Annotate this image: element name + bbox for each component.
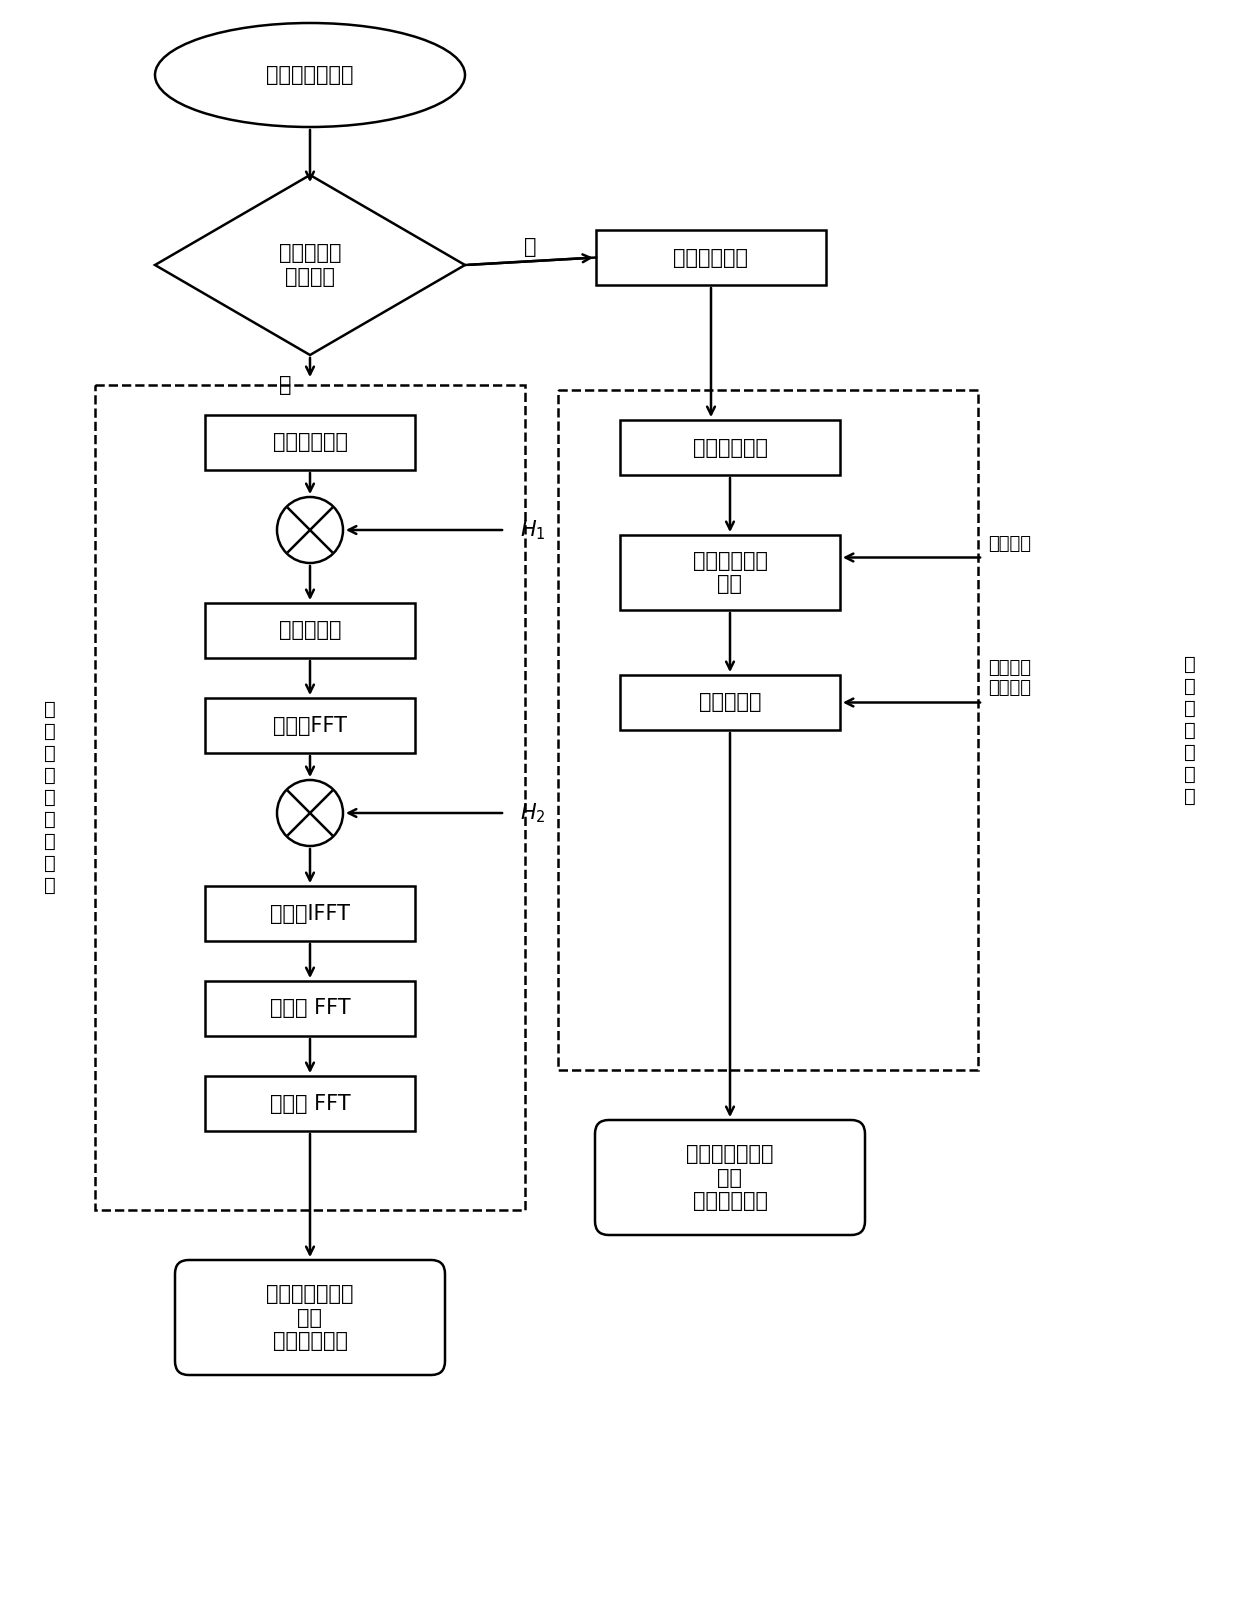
Bar [620,535,839,610]
Text: 定标因子: 定标因子 [988,535,1030,553]
Bar [205,698,415,753]
Text: 数据存储下传: 数据存储下传 [673,247,749,268]
Bar [620,674,839,731]
Text: 星
下
高
分
辨
处
理: 星 下 高 分 辨 处 理 [1184,655,1195,806]
Text: 方位向 FFT: 方位向 FFT [269,998,351,1019]
Polygon shape [155,175,465,356]
Text: 条带后向散射
系数: 条带后向散射 系数 [692,551,768,594]
Bar [95,384,525,1210]
Circle shape [277,497,343,562]
Text: 条带空间
响应函数: 条带空间 响应函数 [988,658,1030,697]
Bar [205,602,415,658]
Text: 距离向IFFT: 距离向IFFT [270,904,350,923]
Bar [205,886,415,940]
FancyBboxPatch shape [595,1120,866,1235]
Text: 多
普
勒
波
束
锐
化
单
元: 多 普 勒 波 束 锐 化 单 元 [45,700,56,896]
Text: 距离向FFT: 距离向FFT [273,716,347,735]
Text: $H_1$: $H_1$ [520,517,546,541]
Text: 两维去调频: 两维去调频 [279,620,341,641]
Bar [558,389,978,1070]
Text: 基带回波信号: 基带回波信号 [273,433,347,452]
Ellipse shape [155,22,465,127]
Bar [205,415,415,469]
Text: 是: 是 [279,375,291,396]
Text: 高分辨后向散射
系数
（刈幅两侧）: 高分辨后向散射 系数 （刈幅两侧） [267,1285,353,1350]
Text: 天线扫描方位角: 天线扫描方位角 [267,66,353,85]
Bar [596,231,826,285]
Text: 距离向 FFT: 距离向 FFT [269,1094,351,1113]
Text: $H_2$: $H_2$ [520,801,546,825]
Text: 反卷积重建: 反卷积重建 [699,692,761,713]
Bar [620,420,839,476]
Text: 否: 否 [525,237,537,256]
Text: 高分辨后向散射
系数
（刈幅中间）: 高分辨后向散射 系数 （刈幅中间） [686,1144,774,1211]
Text: 多普勒波束
锐化区域: 多普勒波束 锐化区域 [279,244,341,287]
Bar [205,980,415,1036]
Text: 条带回波功率: 条带回波功率 [692,437,768,458]
FancyBboxPatch shape [175,1261,445,1375]
Bar [205,1077,415,1131]
Circle shape [277,780,343,846]
